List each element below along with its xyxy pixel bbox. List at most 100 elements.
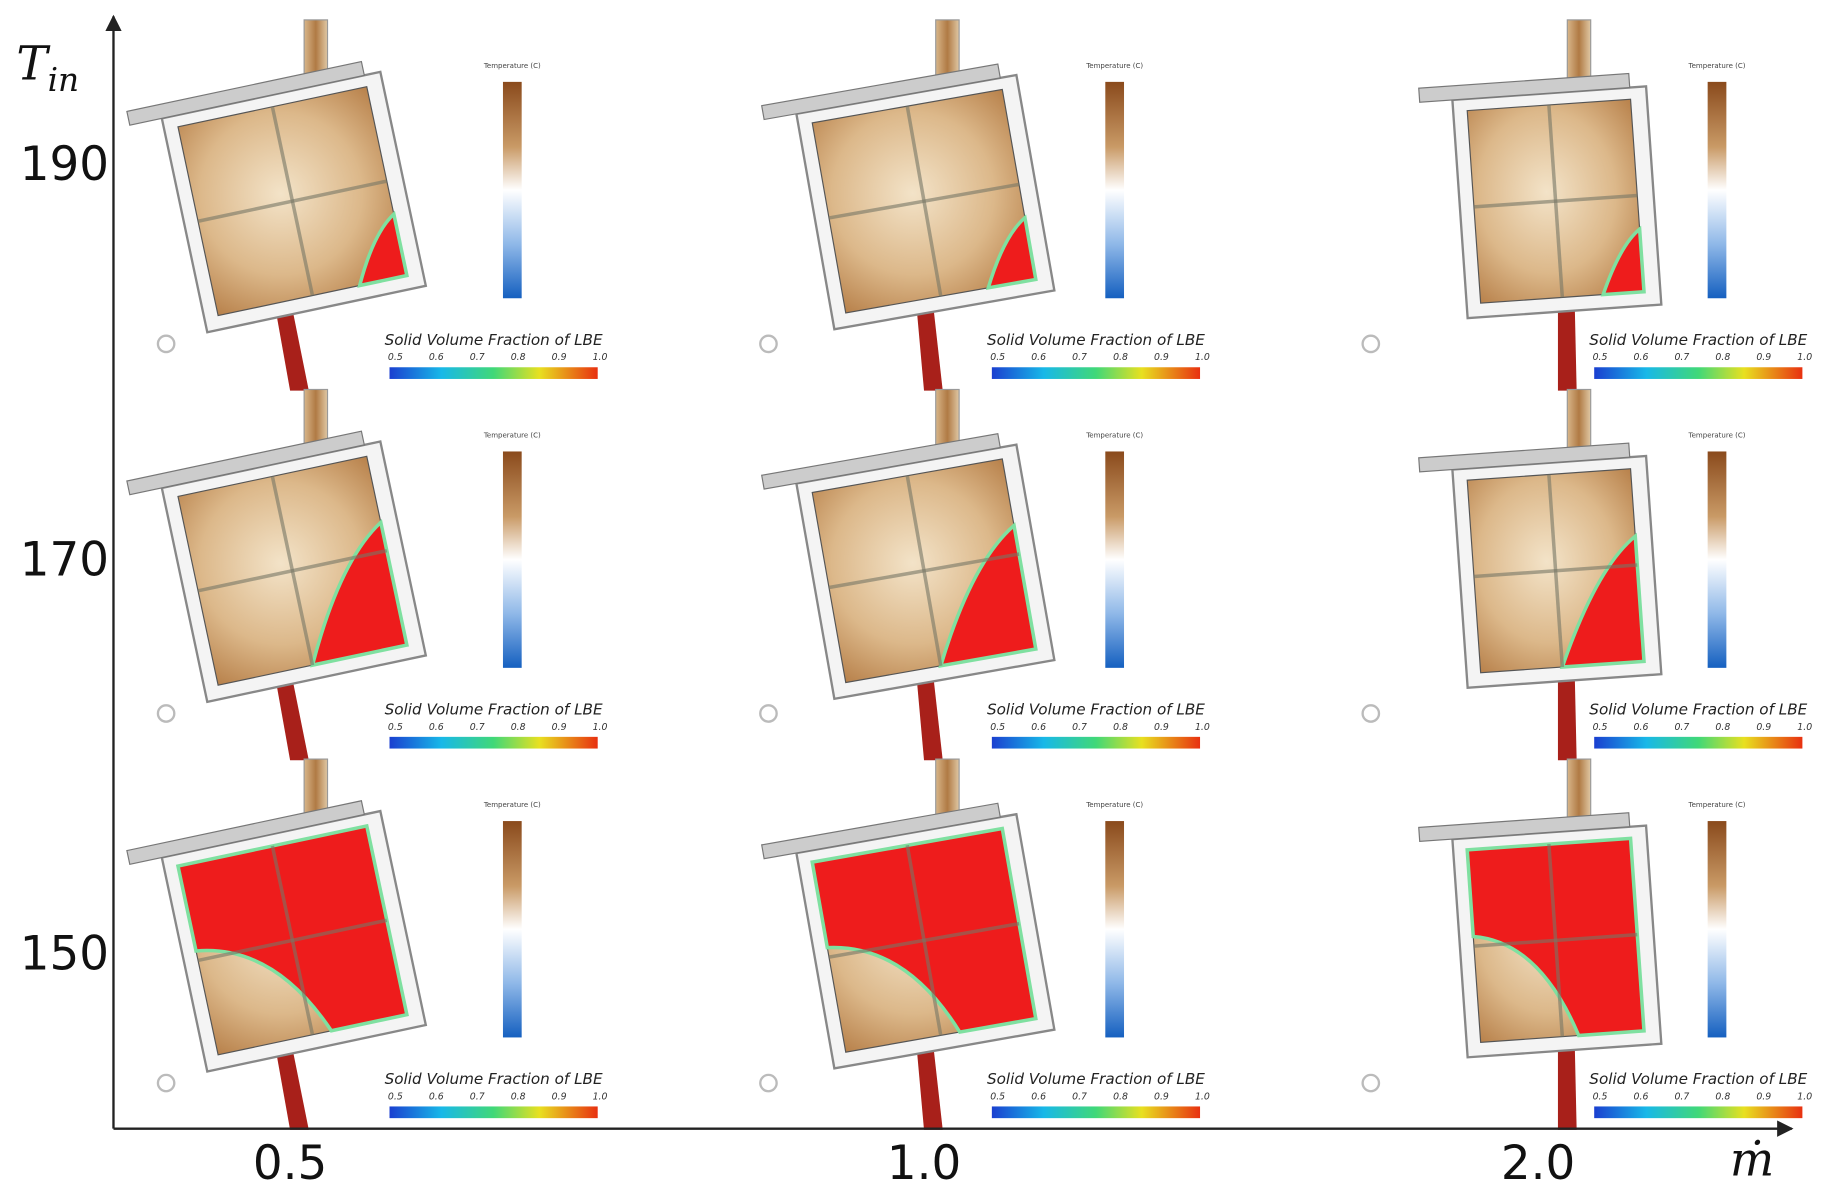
simulation-panel: Temperature (C)Solid Volume Fraction of … xyxy=(1363,389,1813,760)
svf-title: Solid Volume Fraction of LBE xyxy=(385,331,603,349)
svf-tick: 0.8 xyxy=(1715,1091,1730,1102)
svf-tick: 1.0 xyxy=(593,722,608,733)
svf-tick: 0.6 xyxy=(429,352,444,363)
svf-tick: 0.6 xyxy=(429,1091,444,1102)
svf-tick: 0.9 xyxy=(1154,352,1169,363)
column-label: 0.5 xyxy=(253,1137,327,1191)
tank xyxy=(127,58,426,339)
svf-colorbar xyxy=(390,367,598,379)
svf-tick: 0.9 xyxy=(1154,1091,1169,1102)
axis-triad xyxy=(1363,705,1379,721)
svf-tick: 0.6 xyxy=(1031,722,1046,733)
temperature-colorbar xyxy=(503,451,522,667)
svf-colorbar xyxy=(1594,737,1802,749)
axis-triad xyxy=(158,1075,174,1091)
svf-colorbar xyxy=(1594,367,1802,379)
axis-triad xyxy=(158,336,174,352)
simulation-panel: Temperature (C) Solid Volume Fraction of … xyxy=(760,389,1210,760)
svf-tick: 0.5 xyxy=(990,352,1005,363)
svf-title: Solid Volume Fraction of LBE xyxy=(385,701,603,719)
temperature-colorbar xyxy=(1105,82,1124,298)
svf-colorbar xyxy=(390,737,598,749)
svf-tick: 0.8 xyxy=(1715,722,1730,733)
svf-tick: 0.7 xyxy=(470,722,485,733)
tank xyxy=(127,428,426,709)
temperature-colorbar xyxy=(503,821,522,1037)
temperature-title: Temperature (C) xyxy=(483,61,541,70)
svf-tick: 1.0 xyxy=(1797,1091,1812,1102)
y-label-main: T xyxy=(16,38,51,92)
tank xyxy=(762,431,1055,705)
svf-tick: 0.9 xyxy=(1154,722,1169,733)
temperature-title: Temperature (C) xyxy=(1085,430,1143,439)
svf-tick: 0.7 xyxy=(1072,352,1087,363)
svf-colorbar xyxy=(1594,1106,1802,1118)
svf-title: Solid Volume Fraction of LBE xyxy=(987,701,1205,719)
temperature-title: Temperature (C) xyxy=(1688,800,1746,809)
temperature-title: Temperature (C) xyxy=(1085,800,1143,809)
svf-title: Solid Volume Fraction of LBE xyxy=(1589,701,1807,719)
svf-tick: 1.0 xyxy=(593,352,608,363)
temperature-colorbar xyxy=(503,82,522,298)
simulation-panel: Temperature (C) Solid Volume Fraction of … xyxy=(760,20,1210,391)
svf-tick: 0.7 xyxy=(470,1091,485,1102)
column-label: 1.0 xyxy=(887,1137,961,1191)
svf-tick: 1.0 xyxy=(1195,1091,1210,1102)
page: {"axes": {"y_label": "T", "y_subscript":… xyxy=(0,0,1834,1193)
svf-tick: 0.6 xyxy=(1031,352,1046,363)
svf-tick: 0.5 xyxy=(1593,352,1608,363)
svf-tick: 0.8 xyxy=(1113,352,1128,363)
temperature-title: Temperature (C) xyxy=(483,800,541,809)
temperature-colorbar xyxy=(1105,821,1124,1037)
panels: Temperature (C) Solid Volume Fraction of … xyxy=(127,20,1812,1130)
svf-tick: 1.0 xyxy=(1797,352,1812,363)
simulation-panel: Temperature (C) Solid Volume Fraction of … xyxy=(127,20,608,391)
axis-triad xyxy=(760,705,776,721)
y-label-subscript: in xyxy=(48,61,80,99)
svf-colorbar xyxy=(992,367,1200,379)
svf-tick: 0.7 xyxy=(1072,1091,1087,1102)
x-axis-label: ṁ xyxy=(1730,1133,1774,1187)
svf-tick: 0.8 xyxy=(511,352,526,363)
svf-tick: 0.5 xyxy=(1593,722,1608,733)
svf-tick: 0.5 xyxy=(990,1091,1005,1102)
axis-triad xyxy=(1363,336,1379,352)
svf-colorbar xyxy=(992,1106,1200,1118)
svf-tick: 1.0 xyxy=(1797,722,1812,733)
svf-tick: 1.0 xyxy=(1195,352,1210,363)
figure: Temperature (C) Solid Volume Fraction of … xyxy=(0,0,1834,1193)
axis-triad xyxy=(1363,1075,1379,1091)
svf-tick: 0.5 xyxy=(388,722,403,733)
svf-tick: 0.9 xyxy=(1756,722,1771,733)
svf-tick: 0.5 xyxy=(990,722,1005,733)
temperature-colorbar xyxy=(1708,451,1727,667)
temperature-title: Temperature (C) xyxy=(1085,61,1143,70)
svf-tick: 0.9 xyxy=(552,722,567,733)
tank xyxy=(1419,72,1662,320)
svf-title: Solid Volume Fraction of LBE xyxy=(385,1070,603,1088)
svf-tick: 0.7 xyxy=(1674,352,1689,363)
svf-title: Solid Volume Fraction of LBE xyxy=(987,1070,1205,1088)
tank xyxy=(1419,812,1662,1060)
svf-tick: 0.8 xyxy=(1113,722,1128,733)
svf-tick: 1.0 xyxy=(593,1091,608,1102)
svf-colorbar xyxy=(992,737,1200,749)
svf-tick: 0.7 xyxy=(1674,1091,1689,1102)
svf-title: Solid Volume Fraction of LBE xyxy=(987,331,1205,349)
svf-tick: 0.5 xyxy=(1593,1091,1608,1102)
simulation-panel: Temperature (C) Solid Volume Fraction of … xyxy=(760,759,1210,1130)
tank xyxy=(127,797,426,1078)
temperature-title: Temperature (C) xyxy=(483,430,541,439)
axis-triad xyxy=(158,705,174,721)
svf-tick: 0.5 xyxy=(388,1091,403,1102)
simulation-panel: Temperature (C) Solid Volume Fraction of … xyxy=(127,759,608,1130)
svf-title: Solid Volume Fraction of LBE xyxy=(1589,331,1807,349)
svf-tick: 0.6 xyxy=(429,722,444,733)
svf-tick: 0.9 xyxy=(1756,1091,1771,1102)
svf-tick: 0.8 xyxy=(511,722,526,733)
svf-tick: 0.6 xyxy=(1634,722,1649,733)
svf-tick: 0.9 xyxy=(552,1091,567,1102)
temperature-colorbar xyxy=(1708,82,1727,298)
tank xyxy=(1419,442,1662,690)
temperature-title: Temperature (C) xyxy=(1688,61,1746,70)
